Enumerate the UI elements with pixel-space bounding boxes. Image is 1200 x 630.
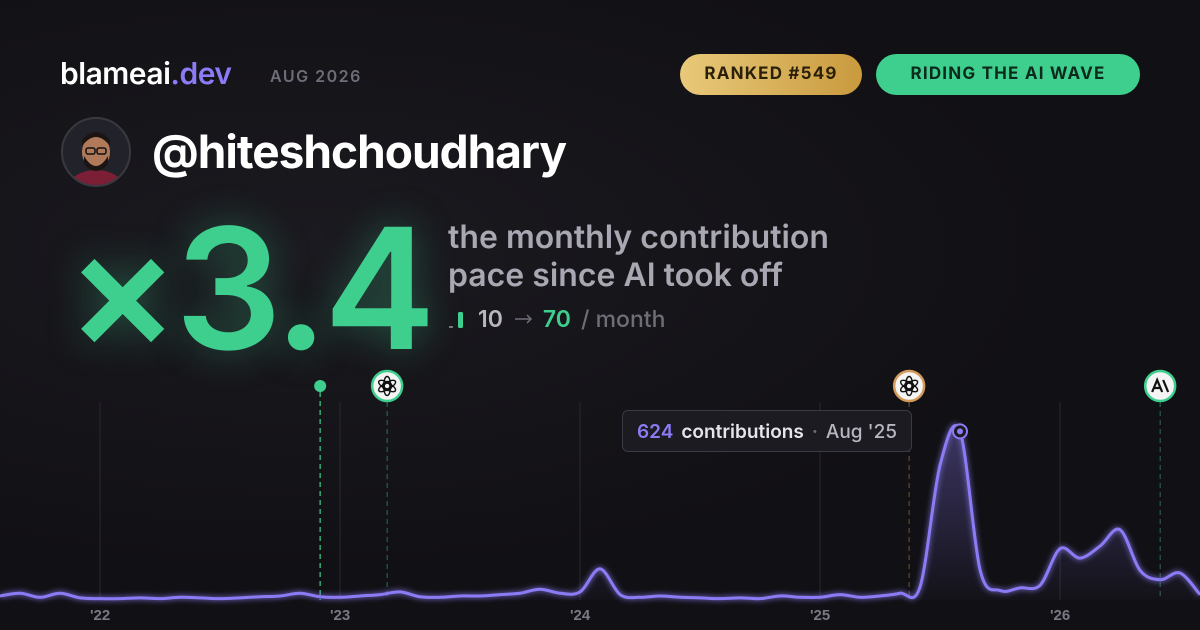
- event-icon-bg: [892, 369, 926, 403]
- username: @hiteshchoudhary: [152, 124, 567, 180]
- pace: 10 70 / month: [448, 304, 665, 334]
- highlight-core: [957, 428, 963, 435]
- tooltip-value: 624: [637, 419, 674, 443]
- x-tick-label: '26: [1050, 607, 1070, 624]
- tooltip-date: Aug '25: [825, 419, 898, 443]
- avatar: [61, 117, 131, 187]
- pace-after: 70: [542, 305, 571, 333]
- status-badge: RIDING THE AI WAVE: [876, 54, 1140, 95]
- period: AUG 2026: [270, 66, 362, 86]
- x-tick-label: '22: [90, 607, 110, 624]
- pace-arrow: [514, 314, 532, 324]
- event-logo: [1151, 377, 1170, 393]
- tooltip-label: contributions: [681, 419, 804, 443]
- event-icon: [1143, 369, 1177, 403]
- tooltip-sep: ·: [811, 419, 818, 443]
- rank-badge: RANKED #549: [680, 54, 862, 95]
- brand-name: blameai: [60, 56, 171, 92]
- description: the monthly contribution pace since AI t…: [448, 218, 829, 294]
- pace-before: 10: [478, 305, 503, 333]
- area-fill: [0, 425, 1200, 600]
- description-line: the monthly contribution: [448, 217, 829, 256]
- x-tick-label: '24: [570, 607, 591, 624]
- brand: blameai.dev: [60, 56, 232, 92]
- area-line: [0, 424, 1200, 601]
- x-tick-label: '25: [810, 607, 830, 624]
- event-icon-bg: [370, 369, 404, 403]
- tooltip: 624 contributions · Aug '25: [622, 410, 913, 452]
- event-dot: [314, 380, 327, 392]
- brand-tld: .dev: [170, 56, 232, 92]
- event-logo: [377, 382, 392, 393]
- multiplier: ×3.4: [66, 186, 436, 390]
- description-line: pace since AI took off: [448, 255, 783, 294]
- x-tick-label: '23: [330, 607, 350, 624]
- pace-icon: [449, 312, 463, 328]
- event-icon: [370, 369, 404, 403]
- event-logo: [377, 379, 392, 390]
- event-icon: [892, 369, 926, 403]
- pace-unit: / month: [580, 305, 666, 333]
- event-logo: [899, 382, 914, 393]
- event-logo: [899, 379, 914, 390]
